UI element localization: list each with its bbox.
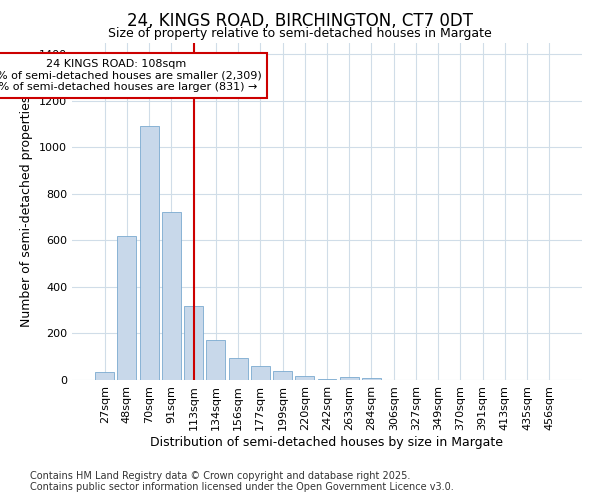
Bar <box>206 340 225 380</box>
Text: Size of property relative to semi-detached houses in Margate: Size of property relative to semi-detach… <box>108 28 492 40</box>
Bar <box>295 376 314 380</box>
Bar <box>340 377 359 380</box>
Bar <box>251 366 270 380</box>
Text: 24, KINGS ROAD, BIRCHINGTON, CT7 0DT: 24, KINGS ROAD, BIRCHINGTON, CT7 0DT <box>127 12 473 30</box>
Bar <box>162 212 181 380</box>
Bar <box>140 126 158 380</box>
Bar <box>95 372 114 380</box>
Bar <box>118 236 136 380</box>
Bar <box>317 379 337 380</box>
X-axis label: Distribution of semi-detached houses by size in Margate: Distribution of semi-detached houses by … <box>151 436 503 448</box>
Bar <box>362 378 381 380</box>
Text: Contains HM Land Registry data © Crown copyright and database right 2025.
Contai: Contains HM Land Registry data © Crown c… <box>30 471 454 492</box>
Bar <box>273 371 292 380</box>
Y-axis label: Number of semi-detached properties: Number of semi-detached properties <box>20 96 34 327</box>
Bar <box>229 358 248 380</box>
Bar <box>184 306 203 380</box>
Text: 24 KINGS ROAD: 108sqm
← 73% of semi-detached houses are smaller (2,309)
   26% o: 24 KINGS ROAD: 108sqm ← 73% of semi-deta… <box>0 59 262 92</box>
